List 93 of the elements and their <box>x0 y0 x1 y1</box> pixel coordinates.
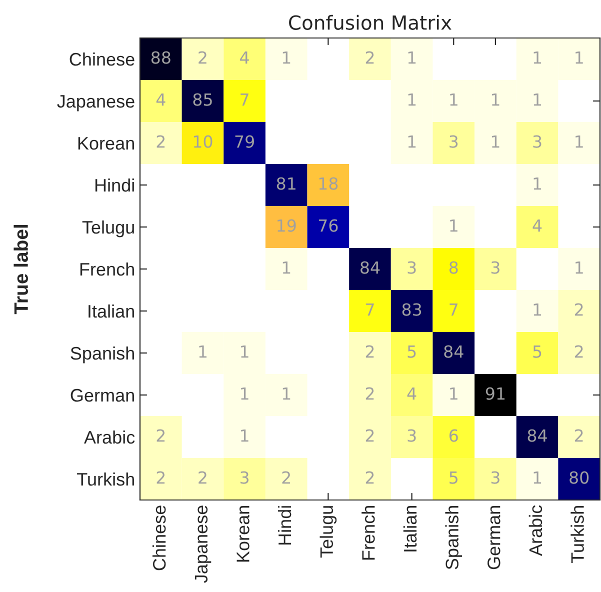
x-tick-label: French <box>362 506 375 560</box>
data-label: 19 <box>278 219 296 232</box>
data-label: 1 <box>408 93 416 106</box>
data-label: 2 <box>282 471 290 484</box>
data-label: 2 <box>575 429 583 442</box>
data-label: 88 <box>151 51 170 64</box>
data-label: 2 <box>156 471 165 484</box>
data-label: 5 <box>533 345 542 358</box>
data-label: 1 <box>241 429 248 442</box>
x-tick-label: Spanish <box>445 506 462 570</box>
y-tick-label: German <box>70 388 134 402</box>
y-tick-label: Chinese <box>70 52 134 66</box>
data-label: 2 <box>198 471 206 484</box>
data-label: 2 <box>366 471 374 484</box>
data-label: 1 <box>282 261 290 274</box>
data-label: 3 <box>408 261 416 274</box>
data-label: 3 <box>240 471 249 484</box>
data-label: 4 <box>156 93 166 106</box>
chart-title: Confusion Matrix <box>289 14 452 30</box>
x-tick-label: Italian <box>403 506 417 552</box>
data-label: 1 <box>450 93 458 106</box>
data-label: 81 <box>276 177 296 190</box>
data-label: 4 <box>532 219 542 232</box>
data-label: 79 <box>235 135 254 148</box>
data-label: 2 <box>575 345 583 358</box>
y-tick-label: French <box>80 262 134 276</box>
data-label: 1 <box>534 93 542 106</box>
data-label: 7 <box>366 303 374 316</box>
data-label: 1 <box>282 51 290 64</box>
data-label: 83 <box>402 303 422 316</box>
data-label: 1 <box>450 387 458 400</box>
data-label: 2 <box>366 429 374 442</box>
data-label: 91 <box>486 387 505 400</box>
data-label: 4 <box>240 51 249 64</box>
x-tick-label: Japanese <box>194 506 212 583</box>
x-tick-label: Korean <box>236 506 250 562</box>
data-label: 1 <box>534 177 542 190</box>
data-label: 7 <box>240 93 248 106</box>
y-tick-label: Telugu <box>82 220 134 238</box>
data-label: 80 <box>570 471 589 484</box>
data-label: 1 <box>492 93 500 106</box>
y-tick-label: Japanese <box>57 95 134 112</box>
x-tick-label: Arabic <box>528 505 542 556</box>
data-label: 10 <box>194 135 212 148</box>
data-label: 8 <box>449 261 458 274</box>
data-label: 1 <box>492 135 500 148</box>
data-label: 2 <box>366 387 374 400</box>
data-label: 1 <box>241 387 248 400</box>
data-label: 84 <box>528 429 547 442</box>
data-label: 2 <box>575 303 583 316</box>
data-label: 7 <box>450 303 458 316</box>
data-label: 1 <box>282 387 290 400</box>
data-label: 2 <box>366 51 374 64</box>
x-tick-label: Telugu <box>320 506 337 558</box>
data-label: 1 <box>534 471 542 484</box>
data-label: 2 <box>366 345 374 358</box>
y-tick-label: Italian <box>88 304 134 318</box>
data-label: 1 <box>408 51 416 64</box>
data-label: 1 <box>241 345 248 358</box>
data-label: 1 <box>450 219 458 232</box>
data-label: 3 <box>408 429 416 442</box>
data-label: 3 <box>533 135 542 148</box>
data-label: 76 <box>318 219 338 232</box>
data-label: 3 <box>491 261 500 274</box>
x-tick-label: Hindi <box>278 506 292 545</box>
data-label: 2 <box>156 135 165 148</box>
data-label: 1 <box>534 51 542 64</box>
data-label: 1 <box>408 135 416 148</box>
data-label: 1 <box>199 345 206 358</box>
x-tick-label: German <box>488 506 500 570</box>
data-label: 2 <box>156 429 165 442</box>
data-label: 4 <box>407 387 416 400</box>
data-label: 84 <box>360 261 380 274</box>
y-tick-label: Spanish <box>70 346 134 364</box>
y-tick-label: Arabic <box>84 430 135 444</box>
data-label: 1 <box>576 135 583 148</box>
data-label: 5 <box>408 345 416 358</box>
data-label: 1 <box>576 51 583 64</box>
data-label: 85 <box>193 93 212 106</box>
data-label: 5 <box>450 471 458 484</box>
data-label: 1 <box>576 261 583 274</box>
y-axis-title: True label <box>14 224 28 314</box>
data-label: 6 <box>450 429 458 442</box>
data-label: 3 <box>491 471 500 484</box>
data-label: 84 <box>444 345 464 358</box>
data-label: 18 <box>319 177 338 190</box>
y-tick-label: Turkish <box>77 472 134 486</box>
x-tick-label: Turkish <box>570 506 584 563</box>
data-label: 1 <box>534 303 542 316</box>
y-tick-label: Hindi <box>95 178 134 192</box>
y-tick-label: Korean <box>78 137 134 150</box>
data-label: 3 <box>450 135 458 148</box>
data-label: 2 <box>198 51 206 64</box>
